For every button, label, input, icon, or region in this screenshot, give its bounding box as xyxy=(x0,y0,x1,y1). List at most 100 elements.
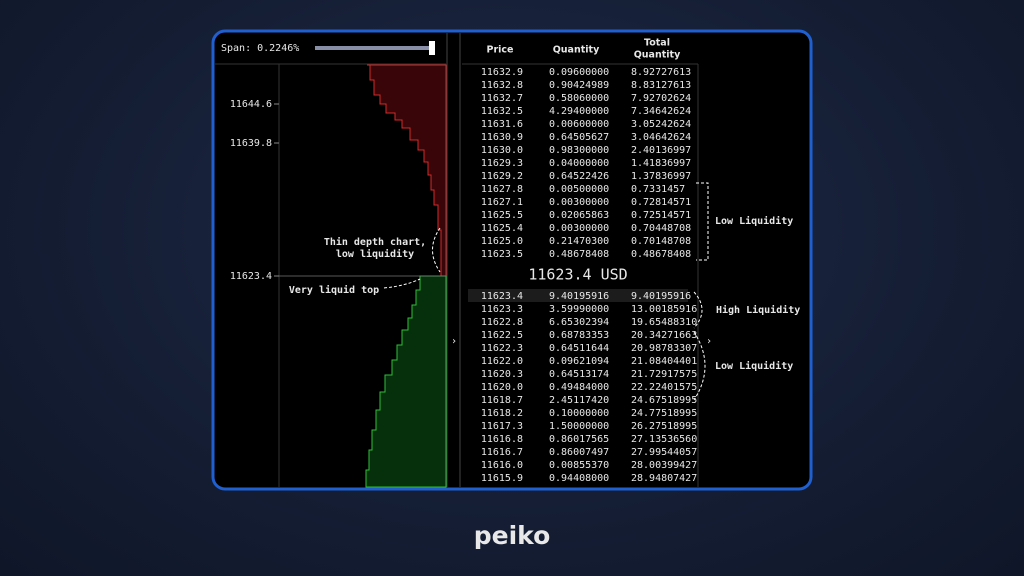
price: 11631.6 xyxy=(481,119,523,130)
collapse-chevron[interactable]: › xyxy=(451,336,457,347)
quantity: 1.50000000 xyxy=(549,421,609,432)
price: 11622.3 xyxy=(481,343,523,354)
quantity: 6.65302394 xyxy=(549,317,609,328)
total-quantity: 22.22401575 xyxy=(631,382,697,393)
expand-chevron[interactable]: › xyxy=(706,336,712,347)
total-quantity: 26.27518995 xyxy=(631,421,697,432)
total-quantity: 1.41836997 xyxy=(631,158,691,169)
row-highlight xyxy=(468,289,688,302)
price: 11622.0 xyxy=(481,356,523,367)
price-label: 11639.8 xyxy=(230,138,272,149)
price: 11630.0 xyxy=(481,145,523,156)
header: Total xyxy=(644,38,670,49)
span-label: Span: 0.2246% xyxy=(221,43,299,54)
total-quantity: 24.67518995 xyxy=(631,395,697,406)
price-label: 11644.6 xyxy=(230,99,272,110)
brand-logo: peiko xyxy=(474,521,551,550)
annotation: Thin depth chart, xyxy=(324,236,426,248)
quantity: 0.64522426 xyxy=(549,171,609,182)
annotation: Very liquid top xyxy=(289,284,379,296)
quantity: 3.59990000 xyxy=(549,304,609,315)
price: 11622.5 xyxy=(481,330,523,341)
price: 11623.3 xyxy=(481,304,523,315)
price-label: 11623.4 xyxy=(230,271,272,282)
quantity: 0.64505627 xyxy=(549,132,609,143)
price: 11616.0 xyxy=(481,460,523,471)
quantity: 0.00600000 xyxy=(549,119,609,130)
price: 11622.8 xyxy=(481,317,523,328)
total-quantity: 8.92727613 xyxy=(631,67,691,78)
total-quantity: 24.77518995 xyxy=(631,408,697,419)
total-quantity: 1.37836997 xyxy=(631,171,691,182)
quantity: 0.09600000 xyxy=(549,67,609,78)
quantity: 0.02065863 xyxy=(549,210,609,221)
price: 11615.9 xyxy=(481,473,523,484)
price: 11629.2 xyxy=(481,171,523,182)
quantity: 0.86007497 xyxy=(549,447,609,458)
quantity: 0.94408000 xyxy=(549,473,609,484)
span-slider[interactable] xyxy=(315,46,433,50)
quantity: 0.09621094 xyxy=(549,356,609,367)
total-quantity: 27.99544057 xyxy=(631,447,697,458)
total-quantity: 2.40136997 xyxy=(631,145,691,156)
quantity: 0.00300000 xyxy=(549,197,609,208)
price: 11627.1 xyxy=(481,197,523,208)
price: 11632.5 xyxy=(481,106,523,117)
quantity: 0.98300000 xyxy=(549,145,609,156)
price: 11627.8 xyxy=(481,184,523,195)
bracket xyxy=(693,331,706,401)
price: 11623.4 xyxy=(481,291,523,302)
quantity: 0.00500000 xyxy=(549,184,609,195)
price: 11632.8 xyxy=(481,80,523,91)
price: 11616.7 xyxy=(481,447,523,458)
side-label: Low Liquidity xyxy=(715,215,793,227)
total-quantity: 3.04642624 xyxy=(631,132,691,143)
total-quantity: 0.70448708 xyxy=(631,223,691,234)
total-quantity: 7.92702624 xyxy=(631,93,691,104)
price: 11630.9 xyxy=(481,132,523,143)
quantity: 0.21470300 xyxy=(549,236,609,247)
total-quantity: 0.72814571 xyxy=(631,197,691,208)
price: 11616.8 xyxy=(481,434,523,445)
total-quantity: 28.00399427 xyxy=(631,460,697,471)
total-quantity: 0.7331457 xyxy=(631,184,685,195)
total-quantity: 8.83127613 xyxy=(631,80,691,91)
price: 11618.2 xyxy=(481,408,523,419)
price: 11620.0 xyxy=(481,382,523,393)
price: 11623.5 xyxy=(481,249,523,260)
quantity: 0.68783353 xyxy=(549,330,609,341)
side-label: High Liquidity xyxy=(716,304,800,316)
price: 11617.3 xyxy=(481,421,523,432)
quantity: 2.45117420 xyxy=(549,395,609,406)
total-quantity: 20.34271663 xyxy=(631,330,697,341)
price: 11629.3 xyxy=(481,158,523,169)
total-quantity: 20.98783307 xyxy=(631,343,697,354)
header: Quantity xyxy=(634,50,681,61)
total-quantity: 9.40195916 xyxy=(631,291,691,302)
bracket xyxy=(693,291,703,329)
total-quantity: 7.34642624 xyxy=(631,106,691,117)
price: 11632.9 xyxy=(481,67,523,78)
quantity: 0.00300000 xyxy=(549,223,609,234)
bid-depth-area xyxy=(365,275,447,488)
quantity: 0.49484000 xyxy=(549,382,609,393)
total-quantity: 21.72917575 xyxy=(631,369,697,380)
total-quantity: 0.70148708 xyxy=(631,236,691,247)
side-label: Low Liquidity xyxy=(715,360,793,372)
header: Price xyxy=(487,45,514,56)
total-quantity: 0.48678408 xyxy=(631,249,691,260)
price: 11625.5 xyxy=(481,210,523,221)
slider-handle[interactable] xyxy=(429,41,435,55)
annotation-curve xyxy=(432,227,441,273)
quantity: 0.58060000 xyxy=(549,93,609,104)
quantity: 0.04000000 xyxy=(549,158,609,169)
quantity: 9.40195916 xyxy=(549,291,609,302)
panel xyxy=(211,29,813,491)
header: Quantity xyxy=(553,45,600,56)
price: 11620.3 xyxy=(481,369,523,380)
total-quantity: 13.00185916 xyxy=(631,304,697,315)
quantity: 0.00855370 xyxy=(549,460,609,471)
quantity: 0.90424989 xyxy=(549,80,609,91)
